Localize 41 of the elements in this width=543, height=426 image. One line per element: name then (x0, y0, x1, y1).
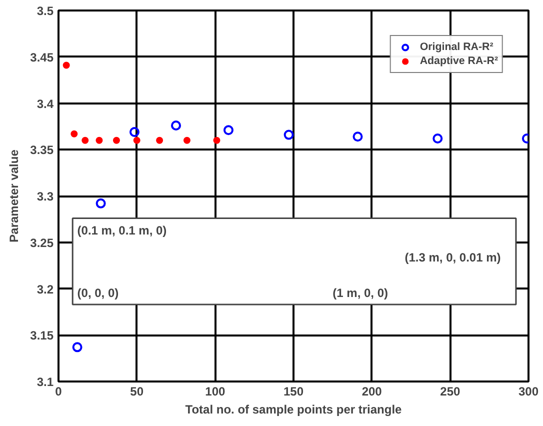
point (183, 136, 190, 144)
point (171, 120, 181, 130)
point (70, 130, 78, 138)
point (82, 136, 89, 144)
point (112, 136, 120, 144)
legend-label: Adaptive RA-R² (420, 54, 498, 68)
point (62, 62, 70, 69)
x-tick-label: 300 (518, 384, 539, 398)
y-tick-label: 3.35 (30, 143, 54, 158)
y-tick-label: 3.4 (36, 96, 54, 111)
point (432, 134, 443, 144)
x-tick-label: 250 (440, 384, 461, 398)
point (96, 198, 106, 208)
x-tick-label: 200 (362, 384, 382, 398)
y-tick-label: 3.45 (30, 50, 54, 64)
annotation: (0, 0, 0) (77, 286, 119, 300)
x-tick-label: 100 (205, 384, 226, 398)
point (133, 136, 140, 144)
point (156, 136, 164, 144)
annotation: (0.1 m, 0.1 m, 0) (77, 224, 167, 238)
point (352, 132, 363, 142)
x-tick-label: 50 (130, 384, 144, 398)
point (213, 136, 220, 144)
point (284, 130, 294, 140)
point (223, 125, 234, 136)
point (129, 127, 140, 137)
x-axis-title: Total no. of sample points per triangle (185, 402, 402, 416)
y-tick-label: 3.2 (36, 282, 54, 296)
point (96, 136, 103, 144)
y-tick-label: 3.15 (30, 328, 54, 343)
y-axis-title: Parameter value (7, 149, 22, 242)
y-tick-label: 3.25 (30, 236, 54, 250)
y-tick-label: 3.3 (36, 190, 54, 204)
y-tick-label: 3.5 (36, 4, 54, 18)
annotation: (1.3 m, 0, 0.01 m) (404, 250, 501, 265)
x-tick-label: 150 (283, 384, 304, 398)
y-tick-label: 3.1 (36, 375, 54, 389)
point (72, 342, 82, 352)
x-tick-label: 0 (55, 384, 62, 398)
annotation: (1 m, 0, 0) (332, 286, 388, 300)
legend-label: Original RA-R² (420, 40, 494, 54)
